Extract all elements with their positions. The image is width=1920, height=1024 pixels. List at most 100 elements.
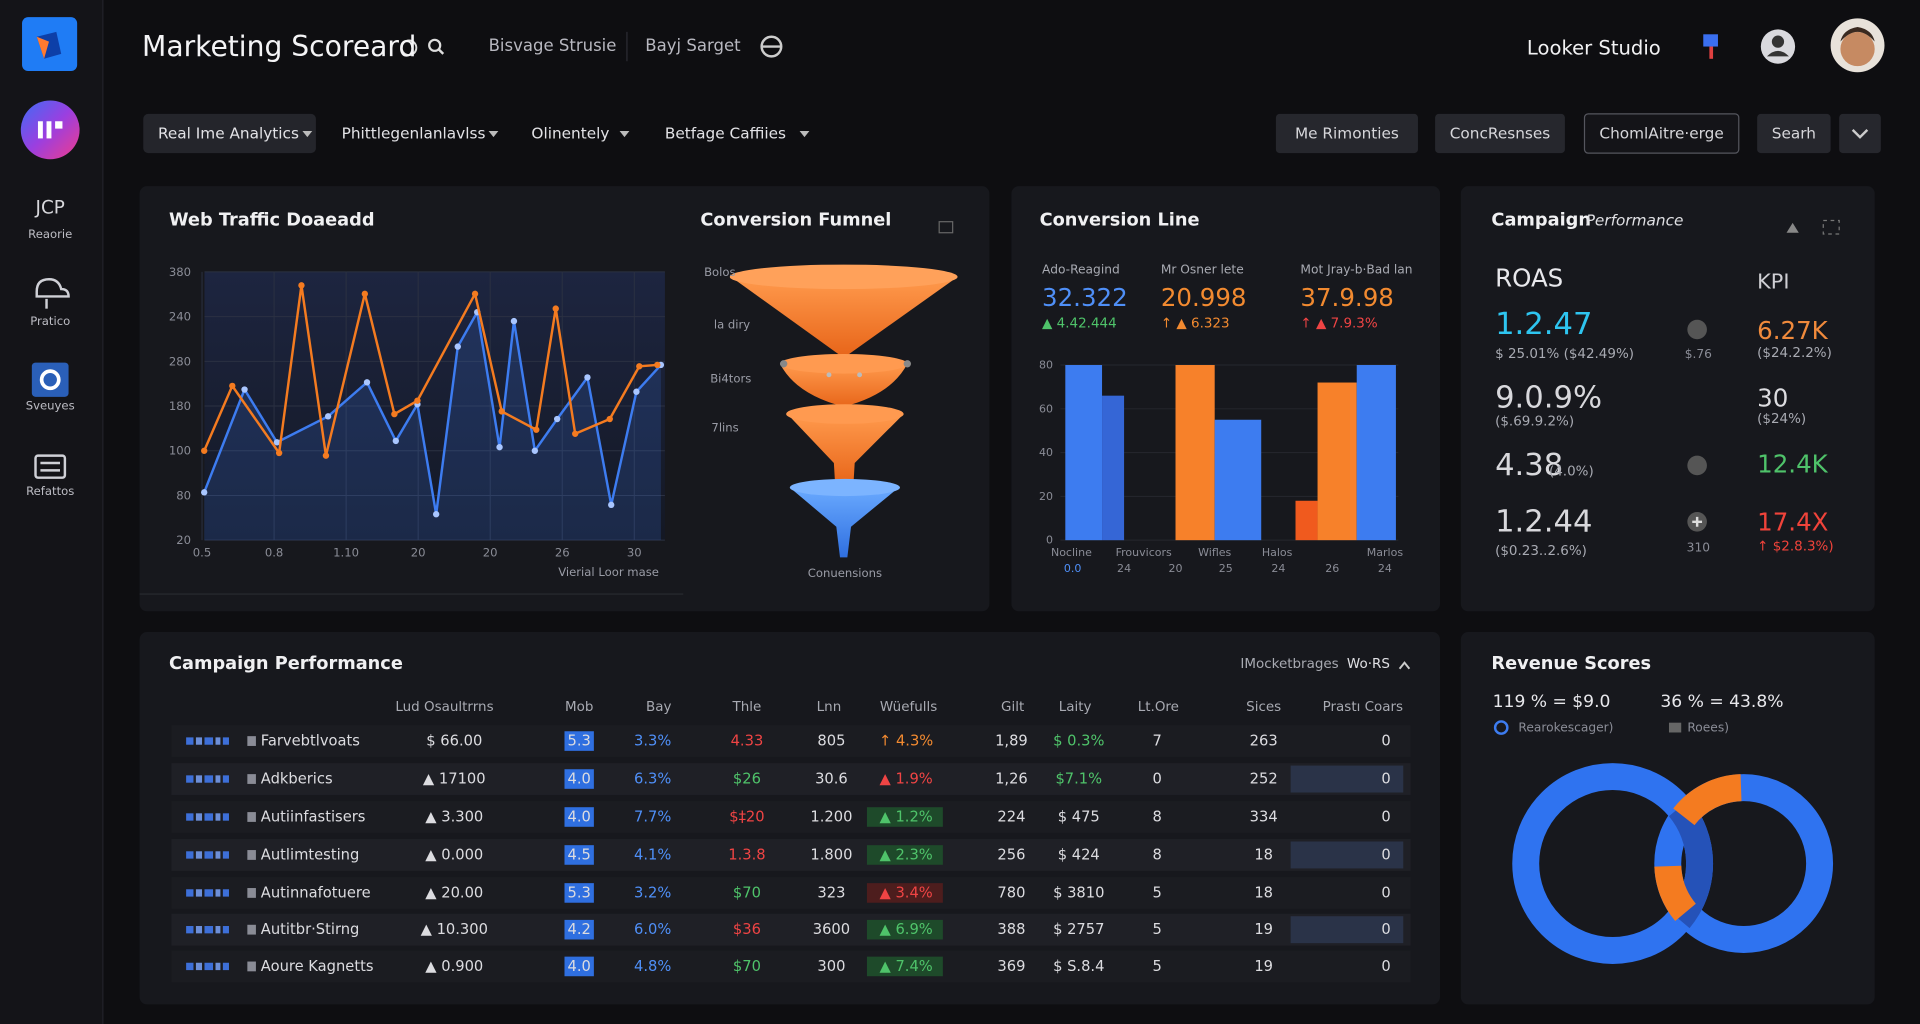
table-cell: 4.8%: [634, 958, 671, 975]
metric-delta: ↑ ▲ 6.323: [1161, 315, 1230, 331]
bar: [1317, 382, 1357, 541]
table-cell: 4.0: [568, 808, 591, 825]
panel-icon[interactable]: [1822, 219, 1840, 235]
y-tick-label: 180: [169, 399, 191, 413]
table-cell: $ 2757: [1053, 921, 1104, 938]
action-label: ChomlAitre·erge: [1599, 125, 1723, 143]
point: [414, 397, 421, 404]
point: [606, 415, 613, 423]
table-cell: ▲ 1.2%: [879, 808, 932, 825]
action-button[interactable]: [1839, 113, 1881, 154]
ring-arc: [1673, 774, 1743, 826]
row-glyph: [247, 888, 256, 898]
x-tick-label: Marlos: [1367, 546, 1404, 559]
flag-icon[interactable]: [1703, 34, 1718, 47]
row-glyph: [195, 889, 203, 897]
y-tick-label: 280: [169, 354, 191, 368]
kpi-note: ↑ $2.8.3%): [1757, 538, 1833, 554]
funnel-stage: [780, 363, 908, 407]
kpi-note: ($24.2.2%): [1757, 345, 1832, 361]
panel-title: Web Traffic Doaeadd: [169, 210, 375, 230]
tab: Bayj Sarget: [645, 36, 741, 55]
value-box: [1290, 841, 1404, 869]
metric-label: Mot Jray-b·Bad lan: [1300, 262, 1412, 276]
point: [322, 452, 330, 459]
table-cell: Aoure Kagnetts: [261, 958, 374, 975]
point: [275, 449, 283, 457]
table-cell: ▲ 17100: [423, 771, 486, 788]
logo-mark-accent: [36, 36, 49, 59]
table-cell: ▲ 10.300: [421, 921, 488, 938]
table-cell: 1.800: [810, 846, 852, 863]
action-button[interactable]: [1757, 113, 1831, 154]
row-glyph: [247, 850, 256, 860]
table-cell: 8: [1152, 846, 1161, 863]
action-button[interactable]: [1583, 113, 1740, 154]
row-glyph: [222, 962, 229, 971]
point: [636, 363, 643, 370]
table-row: [171, 763, 1411, 795]
point: [471, 290, 479, 298]
action-button[interactable]: [1435, 113, 1565, 154]
metric-delta: ↑ ▲ 7.9.3%: [1300, 315, 1377, 331]
score-box: [564, 883, 594, 903]
table-cell: 8: [1152, 808, 1161, 825]
table-cell: 334: [1250, 808, 1278, 825]
kpi-metric: 17.4X: [1757, 507, 1829, 536]
row-glyph: [222, 775, 229, 783]
workspace-glyph: [55, 121, 63, 129]
column-header: Wüefulls: [880, 699, 937, 715]
point: [298, 282, 305, 289]
dropdown-caret: [619, 131, 630, 138]
point: [572, 430, 579, 437]
user-icon: [1771, 35, 1785, 48]
filter: Phittlegenlanlavlss: [342, 125, 486, 143]
point: [363, 379, 371, 386]
filter: Real Ime Analytics: [158, 125, 299, 143]
row-glyph: [195, 775, 203, 783]
info-icon[interactable]: [400, 39, 418, 57]
table-cell: 0: [1381, 884, 1390, 901]
row-glyph: [204, 737, 214, 745]
filter-pill[interactable]: [143, 113, 316, 154]
row-glyph: [186, 737, 194, 745]
row-glyph: [247, 812, 256, 822]
panel-icon[interactable]: [1786, 222, 1799, 233]
collapse-icon[interactable]: [1398, 661, 1411, 670]
nav-icon: [39, 369, 61, 391]
metric-value: 20.998: [1161, 283, 1247, 312]
panel-title: Campaign: [1491, 210, 1591, 230]
action-button[interactable]: [1275, 113, 1418, 154]
area: [204, 312, 661, 541]
panel-title: Conversion Fumnel: [700, 210, 891, 230]
expand-icon[interactable]: [938, 221, 954, 234]
table-cell: 0: [1381, 921, 1390, 938]
table-cell: 5: [1152, 921, 1161, 938]
x-sub-label: 24: [1378, 562, 1392, 575]
kpi-note: $ 25.01% ($42.49%): [1495, 346, 1634, 362]
row-glyph: [186, 926, 194, 934]
point: [229, 382, 236, 390]
point: [392, 437, 400, 445]
revenue-stat: 36 % = 43.8%: [1660, 692, 1783, 712]
point: [391, 410, 398, 418]
score-box: [564, 807, 594, 827]
bar: [1214, 419, 1262, 541]
search-icon[interactable]: [428, 38, 442, 52]
table-cell: $‡20: [729, 808, 764, 825]
nav-icon: [35, 278, 70, 298]
table-cell: 4.1%: [634, 846, 671, 863]
table-cell: Adkberics: [261, 771, 333, 788]
row-glyph: [186, 775, 194, 783]
table-cell: ▲ 0.900: [425, 958, 483, 975]
column-header: Lnn: [817, 699, 842, 715]
point: [324, 413, 332, 420]
value-box: [1290, 916, 1404, 944]
table-cell: 19: [1254, 958, 1273, 975]
bar: [1295, 500, 1318, 541]
revenue-stat: 119 % = $9.0: [1493, 692, 1611, 712]
action-label: Me Rimonties: [1295, 125, 1399, 143]
table-cell: $ 475: [1058, 808, 1100, 825]
panel: [1460, 186, 1875, 612]
y-tick-label: 40: [1039, 446, 1053, 459]
